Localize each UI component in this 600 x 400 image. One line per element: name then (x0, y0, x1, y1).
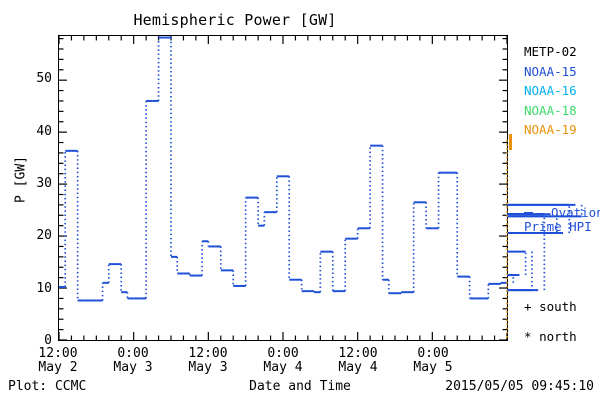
plot-area[interactable] (58, 35, 583, 341)
x-tick-date: May 3 (188, 360, 228, 375)
asterisk-icon: * (524, 329, 532, 344)
legend-south: + south (524, 299, 577, 314)
legend-item-noaa-19: NOAA-19 (524, 122, 577, 137)
plot-canvas (58, 36, 583, 341)
x-tick-label: 12:00 May 4 (313, 347, 403, 375)
legend-ovation-line2: Prime HPI (524, 219, 592, 234)
x-axis-label: Date and Time (249, 379, 351, 394)
x-tick-label: 0:00 May 5 (388, 347, 478, 375)
y-tick-label: 0 (44, 333, 52, 348)
x-tick-label: 0:00 May 4 (238, 347, 328, 375)
legend-north-label: north (539, 329, 577, 344)
x-tick-time: 0:00 (117, 346, 149, 361)
x-tick-date: May 4 (338, 360, 378, 375)
x-tick-time: 0:00 (417, 346, 449, 361)
page-title: Hemispheric Power [GW] (133, 11, 337, 29)
y-axis-ticks: 0 10 20 30 40 50 (12, 35, 52, 347)
x-tick-date: May 5 (413, 360, 453, 375)
x-tick-label: 0:00 May 3 (88, 347, 178, 375)
legend-ovation-prime-hpi: — Ovation Prime HPI (524, 206, 600, 234)
ovation-axis-dash (508, 213, 523, 215)
legend-item-noaa-16: NOAA-16 (524, 83, 577, 98)
legend-item-noaa-18: NOAA-18 (524, 102, 577, 118)
legend-item-noaa-15: NOAA-15 (524, 63, 577, 79)
x-tick-label: 12:00 May 3 (163, 347, 253, 375)
x-tick-time: 12:00 (38, 346, 78, 361)
y-tick-label: 50 (36, 71, 52, 87)
footer-plot-source: Plot: CCMC (8, 379, 87, 394)
ovation-line-swatch (524, 211, 533, 214)
footer-timestamp: 2015/05/05 09:45:10 (445, 379, 594, 394)
legend-south-label: south (539, 299, 577, 314)
x-tick-date: May 4 (263, 360, 303, 375)
y-tick-label: 10 (36, 280, 52, 296)
x-tick-time: 12:00 (338, 346, 378, 361)
x-tick-time: 12:00 (188, 346, 228, 361)
noaa19-marker (509, 134, 512, 150)
legend-ovation-line1: — Ovation (536, 205, 600, 220)
y-tick-label: 20 (36, 228, 52, 244)
x-tick-date: May 2 (38, 360, 78, 375)
legend-item-metp-02: METP-02 (524, 44, 577, 59)
x-tick-time: 0:00 (267, 346, 299, 361)
x-tick-label: 12:00 May 2 (13, 347, 103, 375)
y-tick-label: 30 (36, 176, 52, 192)
legend-north: * north (524, 329, 577, 344)
plus-icon: + (524, 299, 532, 314)
x-axis-ticks: 12:00 May 2 0:00 May 3 12:00 May 3 0:00 May 4 12… (0, 347, 600, 381)
legend-satellites: METP-02 NOAA-15 NOAA-16 NOAA-18 NOAA-19 (524, 42, 600, 140)
x-tick-date: May 3 (113, 360, 153, 375)
y-tick-label: 40 (36, 123, 52, 139)
